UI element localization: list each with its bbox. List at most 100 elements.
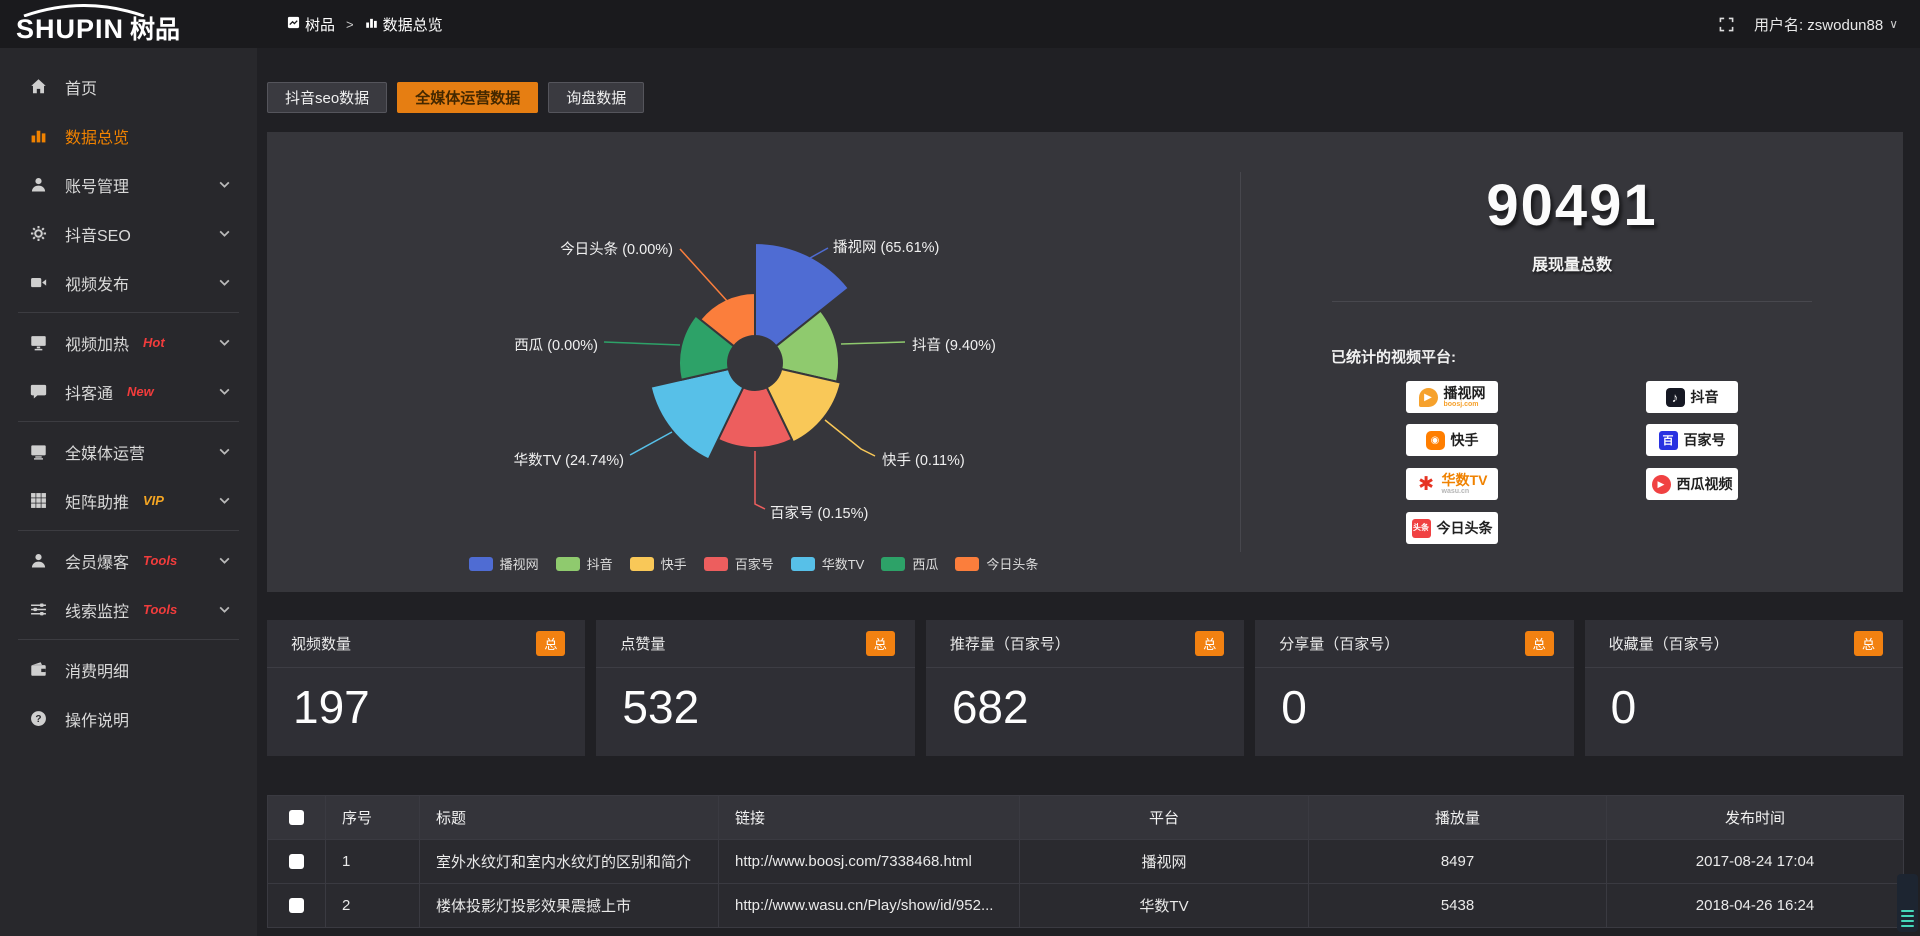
sidebar-item-label: 消费明细 — [65, 663, 130, 681]
tab-全媒体运营数据[interactable]: 全媒体运营数据 — [397, 82, 539, 113]
platform-name: 西瓜视频 — [1676, 476, 1733, 492]
cell-platform: 播视网 — [1019, 839, 1309, 884]
row-checkbox[interactable] — [289, 854, 304, 869]
cell-plays: 8497 — [1308, 839, 1607, 884]
pie-slice-5[interactable] — [678, 314, 735, 381]
stat-card-value: 0 — [1281, 681, 1307, 733]
panel-divider — [1240, 172, 1241, 552]
sidebar-item-label: 抖客通 — [65, 385, 114, 403]
legend-item-华数TV[interactable]: 华数TV — [790, 554, 864, 573]
tab-询盘数据[interactable]: 询盘数据 — [548, 82, 645, 113]
stat-card-label: 收藏量（百家号） — [1608, 636, 1729, 653]
sidebar-item-home[interactable]: 首页 — [0, 62, 257, 111]
sidebar-item-chart[interactable]: 数据总览 — [0, 111, 257, 160]
row-checkbox[interactable] — [289, 898, 304, 913]
sidebar-divider — [18, 312, 239, 313]
platform-badge-douyin: ♪ 抖音 — [1646, 381, 1738, 413]
username-label: 用户名: zswodun88 — [1753, 16, 1884, 34]
sidebar-item-grid[interactable]: 矩阵助推 VIP — [0, 476, 257, 525]
legend-swatch — [955, 556, 980, 571]
sidebar-item-wallet[interactable]: 消费明细 — [0, 645, 257, 694]
impressions-total-value: 90491 — [1486, 173, 1658, 238]
legend-item-抖音[interactable]: 抖音 — [555, 554, 613, 573]
user-icon — [30, 176, 50, 193]
pie-slice-4[interactable] — [649, 368, 745, 461]
widget-bar — [1901, 920, 1914, 922]
legend-label: 百家号 — [734, 557, 774, 572]
breadcrumb-home[interactable]: 树品 — [287, 14, 335, 35]
sidebar-divider — [18, 639, 239, 640]
platform-name: 播视网 — [1443, 385, 1486, 401]
breadcrumb-separator: > — [346, 16, 354, 32]
wallet-icon — [30, 661, 50, 678]
cell-index: 1 — [325, 839, 420, 884]
widget-bar — [1901, 910, 1914, 912]
chevron-down-icon — [218, 336, 231, 349]
sidebar-item-badge: Hot — [143, 335, 165, 350]
widget-bar — [1901, 915, 1914, 917]
pie-slice-label: 华数TV (24.74%) — [514, 452, 624, 469]
gear-icon — [30, 225, 50, 242]
sliders-icon — [30, 601, 50, 618]
stat-cards-row: 视频数量总 197 点赞量总 532 推荐量（百家号）总 682 分享量（百家号）总 0 收藏量… — [267, 620, 1904, 756]
chat-icon — [30, 383, 50, 400]
stat-card-value: 682 — [951, 681, 1029, 733]
column-header-4: 播放量 — [1308, 795, 1607, 840]
chart-legend: 播视网 抖音 快手 百家号 华数TV 西瓜 今日头条 — [267, 554, 1240, 573]
platform-badge-toutiao: 头条 今日头条 — [1406, 512, 1498, 544]
column-header-2: 链接 — [718, 795, 1020, 840]
chevron-down-icon — [218, 603, 231, 616]
breadcrumb: 树品 > 数据总览 — [287, 14, 443, 35]
pie-slice-6[interactable] — [699, 292, 756, 348]
legend-item-今日头条[interactable]: 今日头条 — [955, 554, 1038, 573]
legend-item-快手[interactable]: 快手 — [629, 554, 687, 573]
stat-card-header: 收藏量（百家号） 总 — [1584, 620, 1904, 668]
sidebar-item-label: 全媒体运营 — [65, 445, 146, 463]
cell-url-link[interactable]: http://www.wasu.cn/Play/show/id/952... — [718, 883, 1020, 928]
cell-plays: 5438 — [1308, 883, 1607, 928]
pie-slice-0[interactable] — [754, 242, 850, 348]
column-header-3: 平台 — [1019, 795, 1309, 840]
cell-title-link[interactable]: 室外水纹灯和室内水纹灯的区别和简介 — [419, 839, 719, 884]
chevron-down-icon — [218, 385, 231, 398]
label-leader-line — [824, 419, 876, 457]
sidebar-item-monitor-play[interactable]: 视频加热 Hot — [0, 318, 257, 367]
sidebar-item-user[interactable]: 会员爆客 Tools — [0, 536, 257, 585]
cell-title-link[interactable]: 楼体投影灯投影效果震撼上市 — [419, 883, 719, 928]
tab-抖音seo数据[interactable]: 抖音seo数据 — [267, 82, 388, 113]
platform-name: 抖音 — [1690, 389, 1719, 405]
platform-name: 华数TV — [1441, 472, 1488, 488]
total-badge: 总 — [536, 631, 566, 656]
sidebar-divider — [18, 530, 239, 531]
chevron-down-icon: ∨ — [1889, 17, 1898, 31]
legend-swatch — [703, 556, 728, 571]
sidebar-item-video[interactable]: 视频发布 — [0, 258, 257, 307]
sidebar-item-question[interactable]: ? 操作说明 — [0, 694, 257, 743]
user-menu[interactable]: 用户名: zswodun88 ∨ — [1754, 14, 1898, 35]
floating-helper-widget[interactable] — [1897, 874, 1918, 932]
select-all-checkbox[interactable] — [289, 810, 304, 825]
sidebar-item-monitor[interactable]: 全媒体运营 — [0, 427, 257, 476]
pie-slice-label: 抖音 (9.40%) — [912, 337, 996, 354]
sidebar-item-user[interactable]: 账号管理 — [0, 160, 257, 209]
column-header-0: 序号 — [325, 795, 420, 840]
logo-arc-icon — [20, 4, 148, 22]
impressions-total-label: 展现量总数 — [1531, 257, 1612, 274]
widget-bar — [1901, 925, 1914, 927]
legend-item-播视网[interactable]: 播视网 — [468, 554, 539, 573]
sidebar-item-label: 账号管理 — [65, 178, 130, 196]
chart-icon — [30, 127, 50, 144]
sidebar-item-gear[interactable]: 抖音SEO — [0, 209, 257, 258]
pie-slice-label: 播视网 (65.61%) — [833, 239, 939, 256]
fullscreen-icon[interactable] — [1719, 17, 1734, 32]
table-header-row: 序号 标题 链接 平台 播放量 发布时间 — [267, 795, 1904, 840]
header-checkbox-cell — [267, 795, 326, 840]
table-row: 2 楼体投影灯投影效果震撼上市 http://www.wasu.cn/Play/sh… — [267, 883, 1904, 928]
breadcrumb-current[interactable]: 数据总览 — [365, 14, 443, 35]
cell-url-link[interactable]: http://www.boosj.com/7338468.html — [718, 839, 1020, 884]
sidebar-item-chat[interactable]: 抖客通 New — [0, 367, 257, 416]
legend-item-百家号[interactable]: 百家号 — [703, 554, 774, 573]
legend-item-西瓜[interactable]: 西瓜 — [881, 554, 938, 573]
stat-card-label: 点赞量 — [620, 636, 666, 653]
sidebar-item-sliders[interactable]: 线索监控 Tools — [0, 585, 257, 634]
